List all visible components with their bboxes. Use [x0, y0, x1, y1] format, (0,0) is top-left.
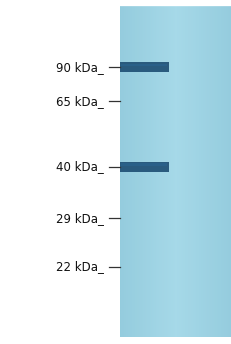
Bar — [121, 64, 167, 66]
Text: 90 kDa_: 90 kDa_ — [56, 61, 104, 74]
Text: 29 kDa_: 29 kDa_ — [56, 212, 104, 225]
Text: 22 kDa_: 22 kDa_ — [56, 260, 104, 273]
Text: 65 kDa_: 65 kDa_ — [56, 95, 104, 108]
Bar — [121, 163, 167, 166]
Bar — [120, 162, 169, 172]
Bar — [120, 62, 169, 72]
Text: 40 kDa_: 40 kDa_ — [56, 160, 104, 173]
Bar — [120, 7, 231, 337]
